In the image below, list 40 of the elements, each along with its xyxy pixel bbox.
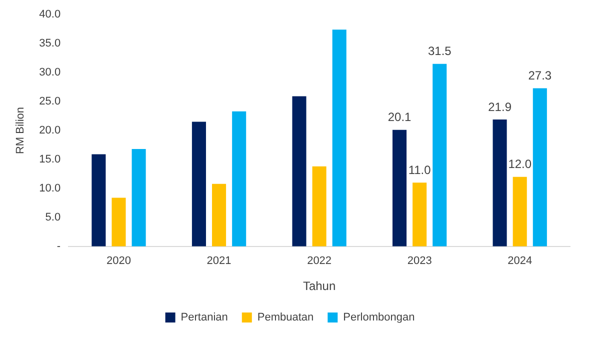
bar [392, 130, 407, 246]
legend-label: Pembuatan [257, 312, 314, 324]
bar [232, 111, 246, 246]
y-tick-label: 30.0 [39, 66, 61, 79]
y-tick-label: 10.0 [39, 182, 61, 194]
bar [312, 166, 326, 246]
bar [432, 64, 447, 246]
data-label: 27.3 [528, 68, 552, 83]
y-axis-title: RM Bilion [14, 106, 27, 154]
bar [292, 96, 306, 246]
y-tick-label: 35.0 [39, 38, 61, 50]
data-label: 31.5 [428, 44, 452, 58]
legend-label: Perlombongan [343, 312, 415, 324]
y-tick-label: 40.0 [39, 8, 61, 21]
data-label: 20.1 [388, 110, 412, 124]
x-tick-label: 2022 [307, 255, 332, 268]
data-label: 11.0 [408, 162, 432, 177]
y-tick-label: 20.0 [39, 124, 61, 137]
bar [132, 149, 146, 246]
data-label: 12.0 [508, 157, 532, 172]
y-tick-label: 15.0 [39, 154, 61, 166]
bar [412, 182, 427, 246]
y-tick-label: 5.0 [45, 211, 61, 224]
x-tick-label: 2024 [508, 255, 532, 268]
x-tick-label: 2021 [206, 255, 232, 268]
data-label: 21.9 [488, 100, 512, 114]
bar [212, 184, 226, 246]
y-tick-label: - [56, 240, 61, 252]
bar [112, 198, 126, 246]
x-tick-label: 2023 [407, 255, 432, 268]
bar [92, 154, 106, 246]
legend-label: Pertanian [180, 312, 228, 324]
bar [532, 88, 547, 246]
bar [192, 122, 206, 246]
bar [512, 176, 527, 246]
y-tick-label: 25.0 [39, 96, 61, 108]
bar [492, 119, 507, 246]
x-tick-label: 2020 [106, 255, 131, 268]
x-axis-title: Tahun [302, 279, 336, 294]
bar [332, 30, 346, 246]
